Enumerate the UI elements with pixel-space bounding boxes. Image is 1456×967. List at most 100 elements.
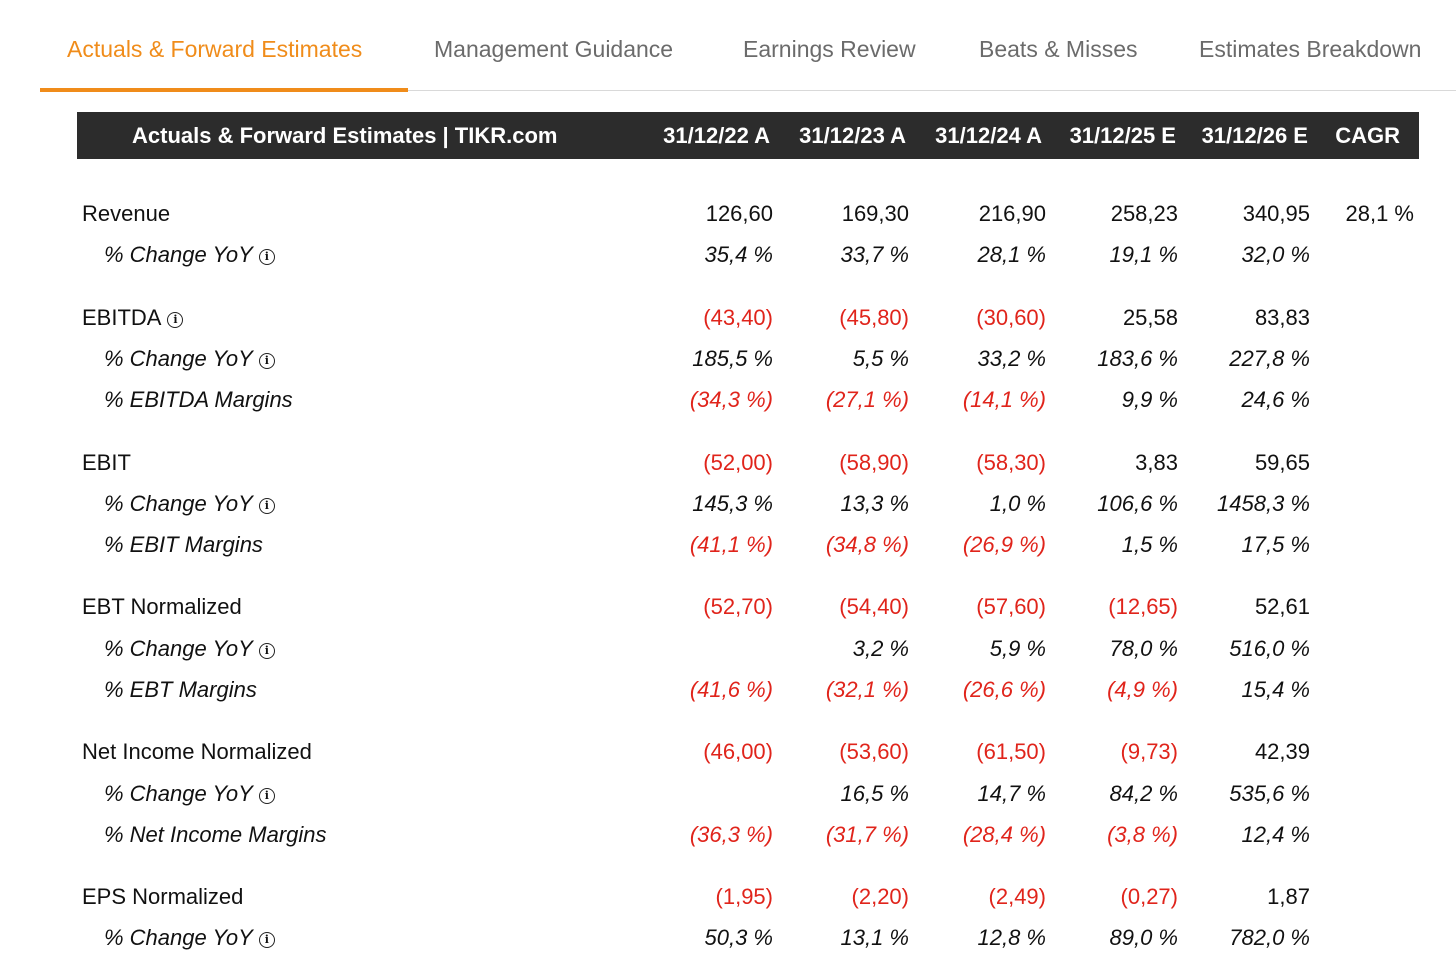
table-row: % Change YoY i 3,2 % 5,9 % 78,0 % 516,0 % (0, 636, 1456, 668)
table-cell: 32,0 % (1241, 242, 1311, 267)
info-icon[interactable]: i (258, 249, 275, 265)
table-cell: 1,0 % (989, 491, 1046, 516)
tab-earnings-review[interactable]: Earnings Review (743, 36, 916, 62)
row-label-text: % EBITDA Margins (104, 387, 293, 412)
table-cell: (46,00) (703, 739, 773, 764)
tab-estimates-breakdown[interactable]: Estimates Breakdown (1199, 36, 1422, 62)
row-label-text: % EBIT Margins (104, 532, 263, 557)
table-cell: (58,30) (976, 450, 1046, 475)
table-cell: (27,1 %) (825, 387, 909, 412)
tab-bar: Actuals & Forward Estimates Management G… (0, 0, 1456, 92)
row-label-text: % Change YoY (104, 242, 253, 267)
table-row: EPS Normalized (1,95) (2,20) (2,49) (0,27) 1,… (0, 884, 1456, 916)
column-header: 31/12/24 A (935, 123, 1042, 148)
table-row: Revenue 126,60 169,30 216,90 258,23 340,95 28,… (0, 201, 1456, 233)
info-icon[interactable]: i (258, 788, 275, 804)
table-cell: (57,60) (976, 594, 1046, 619)
table-row: % Change YoY i 35,4 % 33,7 % 28,1 % 19,1 % 32,… (0, 242, 1456, 274)
tab-management-guidance[interactable]: Management Guidance (434, 36, 674, 62)
row-label: Net Income Normalized (82, 739, 312, 765)
info-icon[interactable]: i (258, 353, 275, 369)
table-row: % Change YoY i 16,5 % 14,7 % 84,2 % 535,6 % (0, 781, 1456, 813)
row-label-text: % Net Income Margins (104, 822, 327, 847)
row-label-text: % EBT Margins (104, 677, 257, 702)
row-label: % Change YoY i (104, 781, 275, 807)
table-cell: 78,0 % (1109, 636, 1179, 661)
table-cell: (9,73) (1120, 739, 1178, 764)
table-cell: 340,95 (1242, 201, 1310, 226)
column-header: 31/12/25 E (1069, 123, 1176, 148)
row-label: % Net Income Margins (104, 822, 327, 848)
row-label: % Change YoY i (104, 242, 275, 268)
column-header: 31/12/22 A (663, 123, 770, 148)
table-cell: 17,5 % (1241, 532, 1311, 557)
table-cell: (61,50) (976, 739, 1046, 764)
table-cell: 1458,3 % (1217, 491, 1310, 516)
row-label-text: EPS Normalized (82, 884, 244, 909)
table-row: Net Income Normalized (46,00) (53,60) (61,5… (0, 739, 1456, 771)
column-header: 31/12/23 A (799, 123, 906, 148)
info-icon[interactable]: i (258, 932, 275, 948)
table-cell: 227,8 % (1229, 346, 1310, 371)
table-cell: (2,20) (851, 884, 909, 909)
row-label: EBITDA i (82, 305, 184, 331)
table-cell: 50,3 % (704, 925, 774, 950)
row-label: % EBT Margins (104, 677, 257, 703)
table-cell: (1,95) (715, 884, 773, 909)
table-row: EBIT (52,00) (58,90) (58,30) 3,83 59,65 (0, 450, 1456, 482)
table-cell: 14,7 % (977, 781, 1047, 806)
info-icon[interactable]: i (167, 312, 184, 328)
table-row: EBITDA i (43,40) (45,80) (30,60) 25,58 83,83 (0, 305, 1456, 337)
table-cell: 12,8 % (977, 925, 1047, 950)
table-cell: 15,4 % (1241, 677, 1311, 702)
table-cell: 106,6 % (1097, 491, 1178, 516)
row-label: % EBIT Margins (104, 532, 263, 558)
row-label: EBT Normalized (82, 594, 242, 620)
row-label-text: % Change YoY (104, 636, 253, 661)
table-cell: (53,60) (839, 739, 909, 764)
table-cell: 13,1 % (840, 925, 910, 950)
info-icon[interactable]: i (258, 498, 275, 514)
active-tab-indicator (40, 88, 408, 92)
table-cell: 19,1 % (1109, 242, 1179, 267)
row-label-text: EBIT (82, 450, 131, 475)
row-label: % Change YoY i (104, 925, 275, 951)
table-cell: (3,8 %) (1107, 822, 1178, 847)
table-cell: (43,40) (703, 305, 773, 330)
row-label: EPS Normalized (82, 884, 243, 910)
row-label: % Change YoY i (104, 636, 275, 662)
row-label-text: % Change YoY (104, 491, 253, 516)
row-label-text: % Change YoY (104, 925, 253, 950)
table-cell: 42,39 (1254, 739, 1310, 764)
table-cell: 52,61 (1254, 594, 1310, 619)
table-cell: (12,65) (1108, 594, 1178, 619)
row-label: EBIT (82, 450, 131, 476)
table-cell: 28,1 % (1345, 201, 1415, 226)
table-cell: (32,1 %) (825, 677, 909, 702)
table-row: % EBITDA Margins (34,3 %) (27,1 %) (14,1 %)… (0, 387, 1456, 419)
row-label-text: EBT Normalized (82, 594, 242, 619)
table-row: % Change YoY i 185,5 % 5,5 % 33,2 % 183,6 % 22… (0, 346, 1456, 378)
table-cell: (26,6 %) (962, 677, 1046, 702)
tab-beats-misses[interactable]: Beats & Misses (979, 36, 1138, 62)
table-cell: (34,3 %) (689, 387, 773, 412)
table-cell: 1,5 % (1121, 532, 1178, 557)
table-cell: 126,60 (705, 201, 773, 226)
table-row: % EBT Margins (41,6 %) (32,1 %) (26,6 %) (4,… (0, 677, 1456, 709)
tab-bar-divider (40, 90, 1456, 91)
table-cell: 535,6 % (1229, 781, 1310, 806)
column-header: 31/12/26 E (1201, 123, 1308, 148)
table-cell: (4,9 %) (1107, 677, 1178, 702)
table-cell: 59,65 (1254, 450, 1310, 475)
table-cell: 83,83 (1254, 305, 1310, 330)
table-cell: 25,58 (1122, 305, 1178, 330)
row-label-text: Net Income Normalized (82, 739, 312, 764)
table-cell: (58,90) (839, 450, 909, 475)
table-cell: (34,8 %) (825, 532, 909, 557)
row-label-text: Revenue (82, 201, 171, 226)
tab-actuals-forward-estimates[interactable]: Actuals & Forward Estimates (67, 36, 363, 62)
info-icon[interactable]: i (258, 643, 275, 659)
table-cell: (31,7 %) (825, 822, 909, 847)
row-label: % EBITDA Margins (104, 387, 293, 413)
